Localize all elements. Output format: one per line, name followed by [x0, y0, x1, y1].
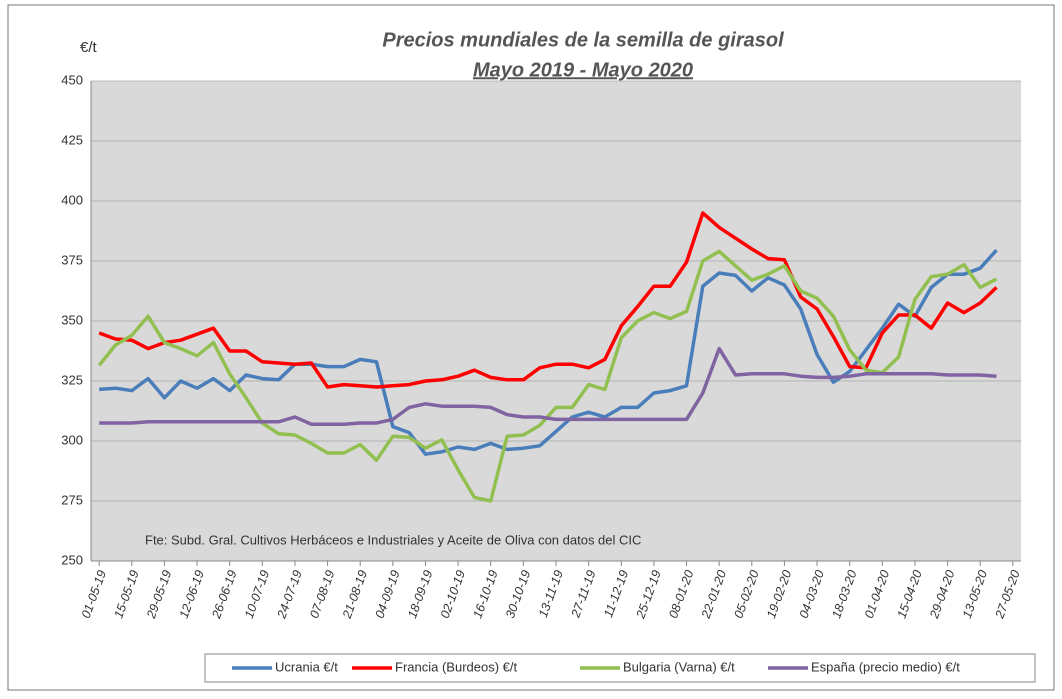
y-axis-label: €/t — [80, 39, 98, 56]
series-line — [99, 249, 998, 456]
y-tick-label: 375 — [61, 252, 83, 267]
y-tick-label: 300 — [61, 432, 83, 447]
y-tick-label: 400 — [61, 192, 83, 207]
chart-subtitle: Mayo 2019 - Mayo 2020 — [473, 59, 693, 81]
y-tick-label: 275 — [61, 492, 83, 507]
series-line — [98, 211, 998, 389]
legend-label: España (precio medio) €/t — [811, 659, 960, 674]
y-tick-label: 250 — [61, 552, 83, 567]
series-line — [97, 249, 998, 503]
series-line — [99, 346, 997, 426]
chart-title: Precios mundiales de la semilla de giras… — [382, 29, 784, 51]
legend-label: Ucrania €/t — [275, 659, 338, 674]
y-tick-label: 350 — [61, 312, 83, 327]
annotation: Fte: Subd. Gral. Cultivos Herbáceos e In… — [145, 532, 641, 547]
legend-label: Francia (Burdeos) €/t — [395, 659, 517, 674]
y-tick-label: 325 — [61, 372, 83, 387]
legend-label: Bulgaria (Varna) €/t — [623, 659, 735, 674]
y-tick-label: 450 — [61, 72, 83, 87]
y-tick-label: 425 — [61, 132, 83, 147]
